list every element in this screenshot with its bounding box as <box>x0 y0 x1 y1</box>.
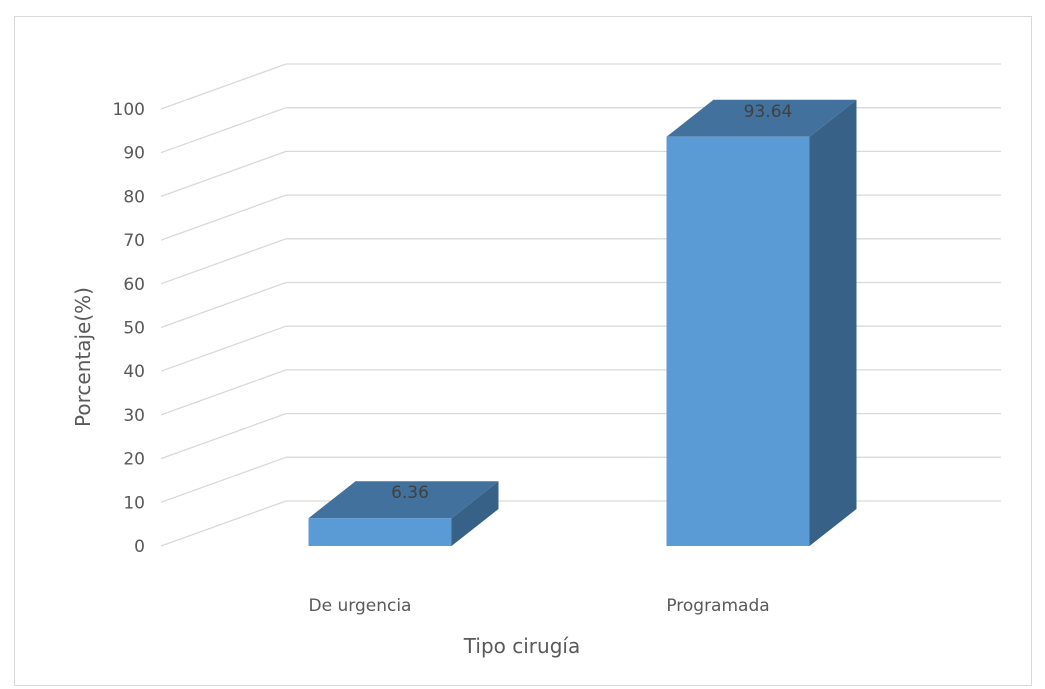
y-axis-title: Porcentaje(%) <box>71 287 95 427</box>
gridline-wall <box>160 150 287 198</box>
y-tick-label: 60 <box>123 275 145 295</box>
x-axis-title: Tipo cirugía <box>463 634 580 658</box>
bar-top <box>666 99 857 137</box>
y-tick-label: 80 <box>123 187 145 207</box>
gridline-wall <box>160 194 287 241</box>
y-tick-label: 90 <box>123 144 145 164</box>
labels: 0 10 20 30 40 50 60 70 80 90 100 6.36 De urgencia 93.… <box>113 100 793 616</box>
data-label: 6.36 <box>391 483 429 503</box>
gridline-wall <box>160 369 287 416</box>
data-label: 93.64 <box>744 102 793 122</box>
bar-top <box>308 481 499 519</box>
chart-frame <box>14 16 1032 686</box>
y-tick-label: 10 <box>123 493 145 513</box>
bar-side <box>809 99 857 546</box>
gridline-wall <box>160 238 287 285</box>
y-tick-label: 100 <box>113 100 145 120</box>
gridline-wall <box>160 325 287 372</box>
y-tick-label: 40 <box>123 362 145 382</box>
y-tick-label: 0 <box>134 537 145 557</box>
y-tick-label: 70 <box>123 231 145 251</box>
gridline-wall <box>160 281 287 329</box>
gridlines <box>160 63 1001 547</box>
gridline-wall <box>160 456 287 503</box>
gridline-wall <box>160 63 287 110</box>
y-tick-label: 20 <box>123 450 145 470</box>
bar-side <box>451 481 499 546</box>
x-category-label: Programada <box>666 596 769 616</box>
gridline-wall <box>160 412 287 460</box>
bar-front <box>666 136 810 546</box>
y-tick-label: 50 <box>123 319 145 339</box>
bar-front <box>308 518 452 546</box>
y-tick-label: 30 <box>123 406 145 426</box>
bars <box>308 99 857 546</box>
gridline-wall <box>160 107 287 154</box>
gridline-wall <box>160 500 287 547</box>
x-category-label: De urgencia <box>309 596 412 616</box>
